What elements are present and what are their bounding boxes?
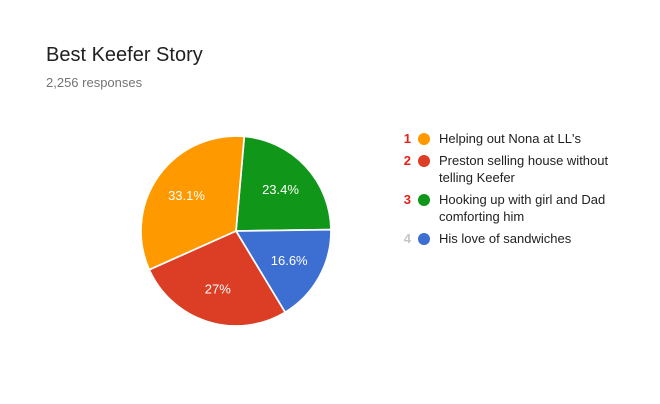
legend-rank-number: 2 (403, 153, 411, 168)
legend-color-dot-icon (418, 232, 430, 245)
legend-option-label: Helping out Nona at LL's (439, 131, 581, 146)
pie-slice-percentage-label: 23.4% (262, 182, 299, 197)
legend-rank-number: 4 (403, 231, 411, 246)
legend-color-dot-icon (418, 132, 430, 145)
legend-option-label: Preston selling house without telling Ke… (439, 153, 609, 185)
legend-item: 4 His love of sandwiches (398, 230, 638, 247)
pie-slice-4[interactable] (235, 228, 332, 314)
responses-count: 2,256 responses (46, 75, 143, 90)
legend-rank-number: 1 (403, 131, 411, 146)
legend-option-label: Hooking up with girl and Dad comforting … (439, 192, 606, 224)
pie-slice-percentage-label: 33.1% (168, 188, 205, 203)
pie-slice-1[interactable] (140, 135, 246, 271)
legend-option-label: His love of sandwiches (439, 231, 572, 246)
page-title: Best Keefer Story (46, 44, 203, 66)
pie-slice-percentage-label: 16.6% (271, 253, 308, 268)
legend-color-dot-icon (418, 193, 430, 206)
pie-slice-3[interactable] (235, 135, 332, 232)
legend-item: 3 Hooking up with girl and Dad comfortin… (398, 191, 638, 225)
legend-item: 2 Preston selling house without telling … (398, 152, 638, 186)
pie-chart-svg: 23.4% 16.6% 27% 33.1% (140, 135, 332, 327)
pie-slice-percentage-label: 27% (205, 282, 231, 297)
pie-chart: 23.4% 16.6% 27% 33.1% (126, 121, 346, 341)
legend-rank-number: 3 (403, 192, 411, 207)
chart-legend: 1 Helping out Nona at LL's 2 Preston sel… (398, 130, 638, 252)
legend-item: 1 Helping out Nona at LL's (398, 130, 638, 147)
legend-color-dot-icon (418, 154, 430, 167)
